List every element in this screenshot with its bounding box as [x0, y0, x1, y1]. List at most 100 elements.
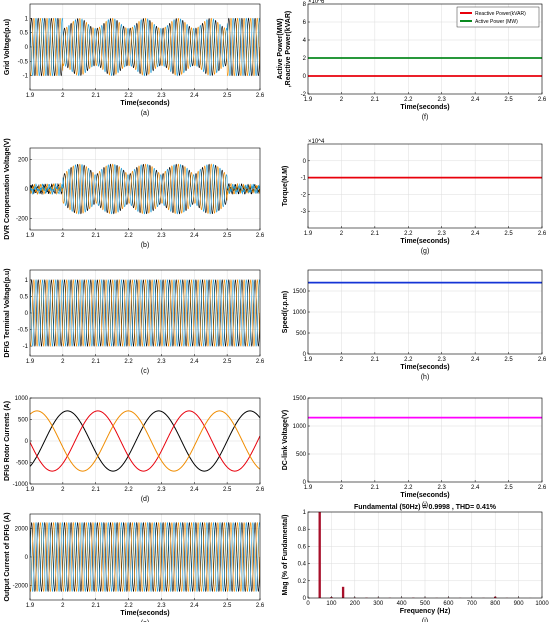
x-tick-label: 1.9 [26, 233, 35, 239]
y-tick-label: 0 [303, 596, 307, 602]
x-tick-label: 2.2 [124, 603, 133, 609]
axis-exponent: ×10^6 [308, 0, 325, 5]
waveform-phase-1 [30, 279, 260, 347]
y-tick-label: 200 [18, 158, 29, 164]
waveform-phase-2 [30, 163, 260, 215]
x-tick-label: 600 [443, 601, 454, 607]
x-tick-label: 2.2 [124, 93, 133, 99]
y-tick-label: 1000 [293, 310, 307, 316]
x-tick-label: 2 [340, 357, 344, 363]
x-tick-label: 1.9 [304, 357, 313, 363]
y-tick-label: -2 [301, 92, 307, 98]
y-tick-label: 1 [25, 16, 29, 22]
y-tick-label: 1000 [293, 424, 307, 430]
panel-caption: (h) [421, 374, 430, 381]
panel-a: 1.9 2 2.1 2.2 2.3 2.4 2.5 2.6 -1 -0.5 0 0.5 1 Time(se… [4, 3, 265, 117]
x-tick-label: 2.1 [92, 359, 101, 365]
x-tick-label: 2.1 [92, 233, 101, 239]
x-tick-label: 2.4 [471, 357, 480, 363]
waveform-phase-2 [30, 521, 260, 593]
y-tick-label: 0 [25, 555, 29, 561]
x-tick-label: 2.6 [538, 231, 547, 237]
y-tick-label: -200 [16, 216, 29, 222]
y-tick-label: -2 [301, 192, 307, 198]
panel-caption: (b) [141, 242, 150, 249]
x-tick-label: 2.1 [92, 93, 101, 99]
y-axis-label: Mag (% of Fundamental) [282, 515, 289, 596]
y-axis-label: DC-link Voltage(V) [282, 410, 289, 471]
x-tick-label: 2.3 [157, 487, 166, 493]
waveform-phase-2 [30, 410, 260, 472]
x-tick-label: 2 [61, 93, 65, 99]
plot-area [308, 144, 542, 228]
legend: Reactive Power(kVAR) Active Power (MW) [456, 6, 540, 28]
waveform-phase-1 [30, 17, 260, 77]
y-axis-label: DFIG Rotor Currents (A) [4, 401, 11, 481]
bar [341, 586, 345, 598]
y-tick-label: 0 [25, 439, 29, 445]
panel-g: 1.9 2 2.1 2.2 2.3 2.4 2.5 2.6 -3 -2 -1 0 Time(second… [282, 139, 547, 255]
x-tick-label: 2.5 [504, 357, 513, 363]
plot-frame [29, 3, 261, 91]
panel-c: 1.9 2 2.1 2.2 2.3 2.4 2.5 2.6 -1 -0.5 0 0.5 1 DFIG Te… [4, 268, 265, 375]
waveform-phase-2 [30, 279, 260, 347]
panel-f: 1.9 2 2.1 2.2 2.3 2.4 2.5 2.6 -2 0 2 4 6 8 Time(second… [277, 0, 547, 121]
y-tick-label: 500 [296, 452, 307, 458]
waveform-phase-3 [30, 521, 260, 593]
plot-frame [307, 3, 543, 95]
x-tick-label: 2.3 [438, 357, 447, 363]
waveform-phase-2 [30, 17, 260, 77]
x-tick-label: 2 [340, 485, 344, 491]
y-tick-label: 0.5 [20, 294, 29, 300]
x-tick-label: 2.2 [404, 97, 413, 103]
x-tick-label: 2.1 [371, 231, 380, 237]
x-tick-label: 300 [373, 601, 384, 607]
x-tick-label: 2.5 [223, 93, 232, 99]
x-tick-label: 1.9 [304, 485, 313, 491]
y-axis-label: DFIG Terminal Voltage(p.u) [4, 268, 11, 357]
x-tick-label: 2.1 [92, 603, 101, 609]
x-tick-label: 400 [397, 601, 408, 607]
y-tick-label: 0 [25, 45, 29, 51]
y-tick-label: 0 [25, 311, 29, 317]
x-tick-label: 500 [420, 601, 431, 607]
x-tick-label: 2.2 [404, 231, 413, 237]
waveform-phase-3 [30, 410, 260, 472]
x-tick-label: 1.9 [26, 603, 35, 609]
bar [494, 596, 497, 598]
y-tick-label: 1 [25, 278, 29, 284]
panel-d: 1.9 2 2.1 2.2 2.3 2.4 2.5 2.6 -1000 -500 0 500 1000 D… [4, 396, 265, 503]
bar [330, 597, 333, 598]
x-tick-label: 2.4 [471, 97, 480, 103]
y-axis-label: Output Current of DFIG (A) [4, 512, 11, 601]
waveform-phase-3 [30, 279, 260, 347]
x-axis-label: Frequency (Hz) [400, 608, 451, 615]
x-tick-label: 1.9 [304, 231, 313, 237]
x-tick-label: 2 [340, 231, 344, 237]
x-tick-label: 2.4 [190, 487, 199, 493]
y-tick-label: 0.6 [298, 544, 307, 550]
x-tick-label: 2 [61, 603, 65, 609]
x-tick-label: 2.4 [190, 603, 199, 609]
y-axis-label: Grid Voltage(p.u) [4, 19, 11, 75]
x-tick-label: 2.3 [438, 485, 447, 491]
panel-caption: (f) [422, 114, 429, 121]
x-tick-label: 2 [61, 233, 65, 239]
panel-caption: (g) [421, 248, 430, 255]
panel-caption: (c) [141, 368, 149, 375]
x-tick-label: 2.2 [124, 359, 133, 365]
x-tick-label: 2.6 [538, 485, 547, 491]
y-tick-label: 0.4 [298, 562, 307, 568]
chart-title: Fundamental (50Hz) = 0.9998 , THD= 0.41% [354, 504, 497, 511]
legend-entry: Active Power (MW) [475, 19, 518, 25]
x-tick-label: 2.3 [157, 233, 166, 239]
x-tick-label: 2.5 [504, 485, 513, 491]
x-tick-label: 2.6 [256, 93, 265, 99]
x-tick-label: 2.6 [538, 97, 547, 103]
x-tick-label: 1.9 [26, 93, 35, 99]
x-tick-label: 2.4 [471, 485, 480, 491]
series-group [30, 279, 260, 347]
x-tick-label: 2.2 [404, 485, 413, 491]
x-tick-label: 2.3 [157, 603, 166, 609]
